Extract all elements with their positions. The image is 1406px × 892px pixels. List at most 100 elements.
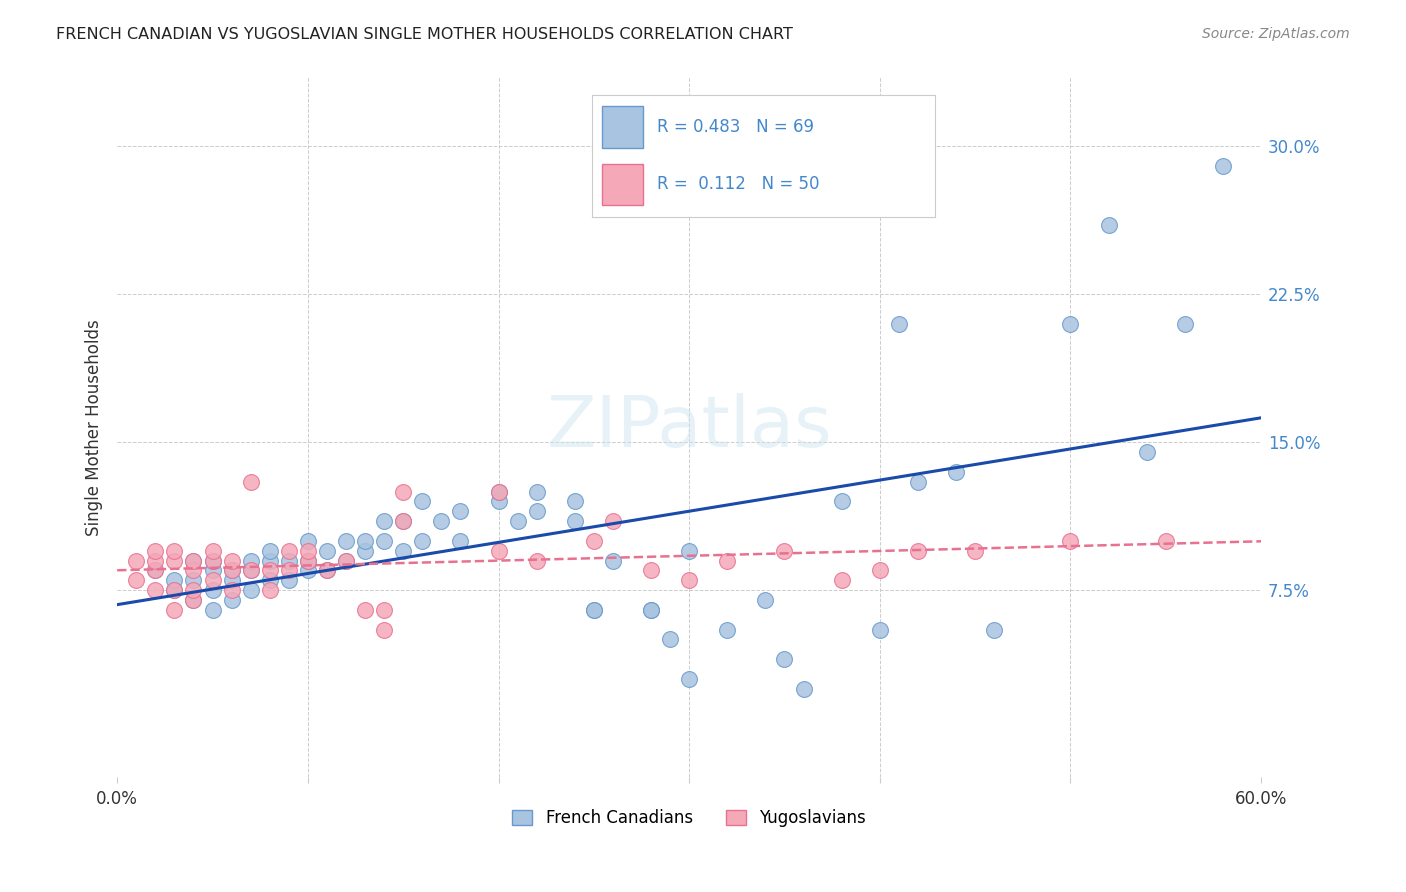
Point — [297, 553, 319, 567]
Point — [1136, 445, 1159, 459]
Point — [488, 484, 510, 499]
Point — [163, 543, 186, 558]
Point — [831, 494, 853, 508]
Point — [239, 553, 262, 567]
Point — [143, 583, 166, 598]
Point — [1154, 533, 1177, 548]
Point — [125, 574, 148, 588]
Point — [335, 533, 357, 548]
Point — [640, 563, 662, 577]
Point — [259, 553, 281, 567]
Point — [221, 593, 243, 607]
Point — [239, 583, 262, 598]
Y-axis label: Single Mother Households: Single Mother Households — [86, 319, 103, 536]
Point — [392, 514, 415, 528]
Point — [277, 563, 299, 577]
Point — [335, 553, 357, 567]
Point — [773, 543, 796, 558]
Point — [297, 553, 319, 567]
Point — [526, 484, 548, 499]
Point — [354, 603, 377, 617]
Point — [678, 672, 700, 686]
Point — [392, 514, 415, 528]
Point — [316, 563, 339, 577]
Text: Source: ZipAtlas.com: Source: ZipAtlas.com — [1202, 27, 1350, 41]
Text: ZIPatlas: ZIPatlas — [547, 393, 832, 462]
Point — [602, 553, 624, 567]
Point — [259, 583, 281, 598]
Point — [354, 543, 377, 558]
Point — [277, 543, 299, 558]
Point — [526, 504, 548, 518]
Point — [316, 543, 339, 558]
Point — [143, 563, 166, 577]
Point — [716, 553, 738, 567]
Point — [965, 543, 987, 558]
Point — [1212, 159, 1234, 173]
Point — [488, 494, 510, 508]
Point — [201, 603, 224, 617]
Legend: French Canadians, Yugoslavians: French Canadians, Yugoslavians — [506, 802, 873, 833]
Point — [869, 563, 891, 577]
Point — [506, 514, 529, 528]
Point — [659, 632, 682, 647]
Point — [907, 475, 929, 489]
Point — [221, 563, 243, 577]
Point — [183, 593, 205, 607]
Point — [488, 484, 510, 499]
Point — [163, 553, 186, 567]
Point — [201, 563, 224, 577]
Point — [869, 623, 891, 637]
Point — [183, 563, 205, 577]
Point — [183, 593, 205, 607]
Point — [1174, 317, 1197, 331]
Point — [221, 583, 243, 598]
Point — [678, 574, 700, 588]
Point — [411, 533, 433, 548]
Point — [239, 563, 262, 577]
Point — [143, 553, 166, 567]
Point — [678, 543, 700, 558]
Point — [163, 574, 186, 588]
Point — [163, 583, 186, 598]
Point — [201, 553, 224, 567]
Point — [773, 652, 796, 666]
Point — [297, 543, 319, 558]
Point — [143, 543, 166, 558]
Point — [373, 533, 395, 548]
Point — [259, 574, 281, 588]
Point — [335, 553, 357, 567]
Point — [297, 533, 319, 548]
Point — [488, 543, 510, 558]
Point — [183, 574, 205, 588]
Point — [983, 623, 1005, 637]
Point — [564, 514, 586, 528]
Point — [354, 533, 377, 548]
Text: FRENCH CANADIAN VS YUGOSLAVIAN SINGLE MOTHER HOUSEHOLDS CORRELATION CHART: FRENCH CANADIAN VS YUGOSLAVIAN SINGLE MO… — [56, 27, 793, 42]
Point — [640, 603, 662, 617]
Point — [143, 563, 166, 577]
Point — [582, 603, 605, 617]
Point — [125, 553, 148, 567]
Point — [221, 553, 243, 567]
Point — [1097, 219, 1119, 233]
Point — [183, 553, 205, 567]
Point — [392, 543, 415, 558]
Point — [1059, 317, 1081, 331]
Point — [277, 553, 299, 567]
Point — [259, 563, 281, 577]
Point — [239, 475, 262, 489]
Point — [221, 574, 243, 588]
Point — [239, 563, 262, 577]
Point — [945, 465, 967, 479]
Point — [163, 603, 186, 617]
Point — [754, 593, 776, 607]
Point — [373, 514, 395, 528]
Point — [430, 514, 453, 528]
Point — [201, 574, 224, 588]
Point — [221, 563, 243, 577]
Point — [373, 603, 395, 617]
Point — [392, 484, 415, 499]
Point — [716, 623, 738, 637]
Point — [1059, 533, 1081, 548]
